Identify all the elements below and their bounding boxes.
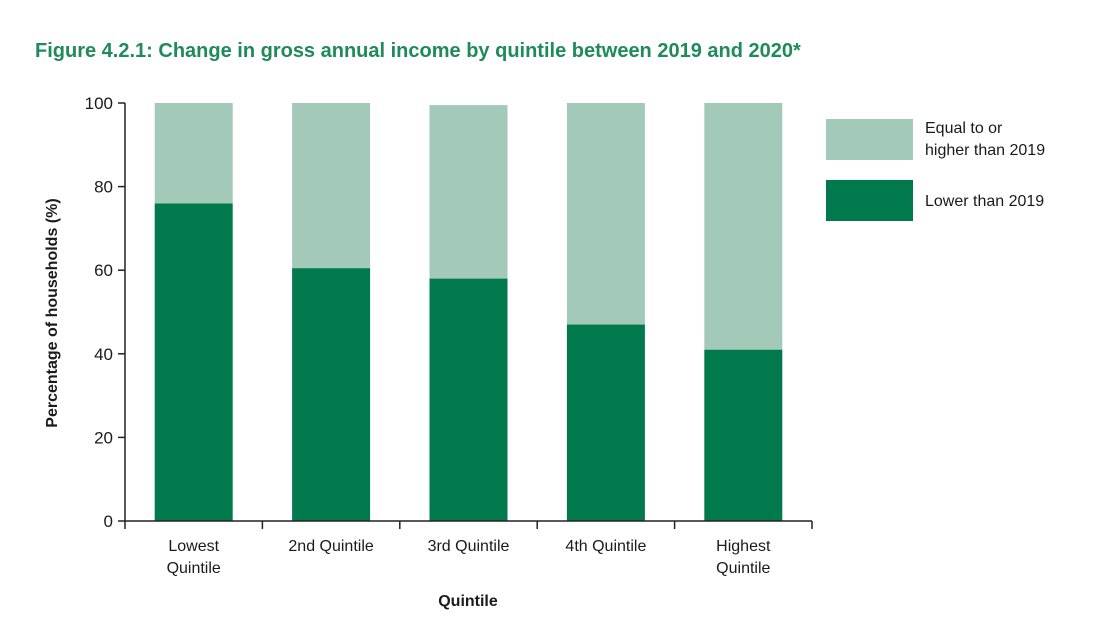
y-axis-title: Percentage of households (%) [44,198,61,427]
y-tick-label-0: 0 [104,512,113,531]
bar-lower-5 [704,349,783,521]
bar-equal_or_higher-3 [429,105,508,279]
y-tick-label-20: 20 [94,428,113,447]
chart-title: Figure 4.2.1: Change in gross annual inc… [35,40,801,62]
x-tick-label-3: 3rd Quintile [428,538,510,555]
x-tick-label-2: 2nd Quintile [288,538,373,555]
bar-equal_or_higher-4 [566,103,645,325]
y-tick-label-80: 80 [94,178,113,197]
bar-lower-4 [566,324,645,521]
legend: Equal to or higher than 2019 Lower than 20… [826,119,1045,221]
bar-lower-2 [292,268,371,521]
bar-equal_or_higher-1 [154,103,233,204]
legend-swatch-equal-or-higher [826,119,913,160]
x-axis-title: Quintile [438,593,498,610]
legend-label-lower: Lower than 2019 [925,193,1044,210]
bar-lower-3 [429,278,508,521]
x-tick-label-4: 4th Quintile [565,538,646,555]
x-tick-label-1: Lowest Quintile [167,538,221,577]
axes-group: 0 20 40 60 80 100 Lowest Quintile 2nd Quintile 3r… [44,94,813,610]
bar-equal_or_higher-5 [704,103,783,350]
bar-equal_or_higher-2 [292,103,371,269]
legend-swatch-lower [826,180,913,221]
x-tick-label-5: Highest Quintile [716,538,771,577]
bar-lower-1 [154,203,233,521]
legend-label-equal-or-higher: Equal to or higher than 2019 [925,120,1045,159]
bars-group [154,103,783,521]
y-tick-label-100: 100 [85,94,113,113]
y-tick-label-60: 60 [94,261,113,280]
y-tick-label-40: 40 [94,345,113,364]
